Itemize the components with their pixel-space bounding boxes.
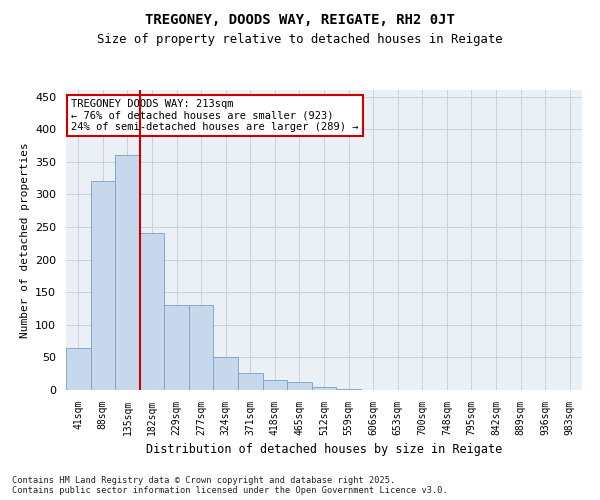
Text: Contains HM Land Registry data © Crown copyright and database right 2025.
Contai: Contains HM Land Registry data © Crown c… <box>12 476 448 495</box>
Text: TREGONEY, DOODS WAY, REIGATE, RH2 0JT: TREGONEY, DOODS WAY, REIGATE, RH2 0JT <box>145 12 455 26</box>
Bar <box>140 234 164 390</box>
Bar <box>263 380 287 390</box>
Y-axis label: Number of detached properties: Number of detached properties <box>20 142 29 338</box>
Bar <box>312 386 336 390</box>
X-axis label: Distribution of detached houses by size in Reigate: Distribution of detached houses by size … <box>146 444 502 456</box>
Text: TREGONEY DOODS WAY: 213sqm
← 76% of detached houses are smaller (923)
24% of sem: TREGONEY DOODS WAY: 213sqm ← 76% of deta… <box>71 99 359 132</box>
Text: Size of property relative to detached houses in Reigate: Size of property relative to detached ho… <box>97 32 503 46</box>
Bar <box>164 305 189 390</box>
Bar <box>115 155 140 390</box>
Bar <box>238 373 263 390</box>
Bar <box>336 388 361 390</box>
Bar <box>91 182 115 390</box>
Bar <box>189 305 214 390</box>
Bar <box>66 348 91 390</box>
Bar <box>214 358 238 390</box>
Bar <box>287 382 312 390</box>
